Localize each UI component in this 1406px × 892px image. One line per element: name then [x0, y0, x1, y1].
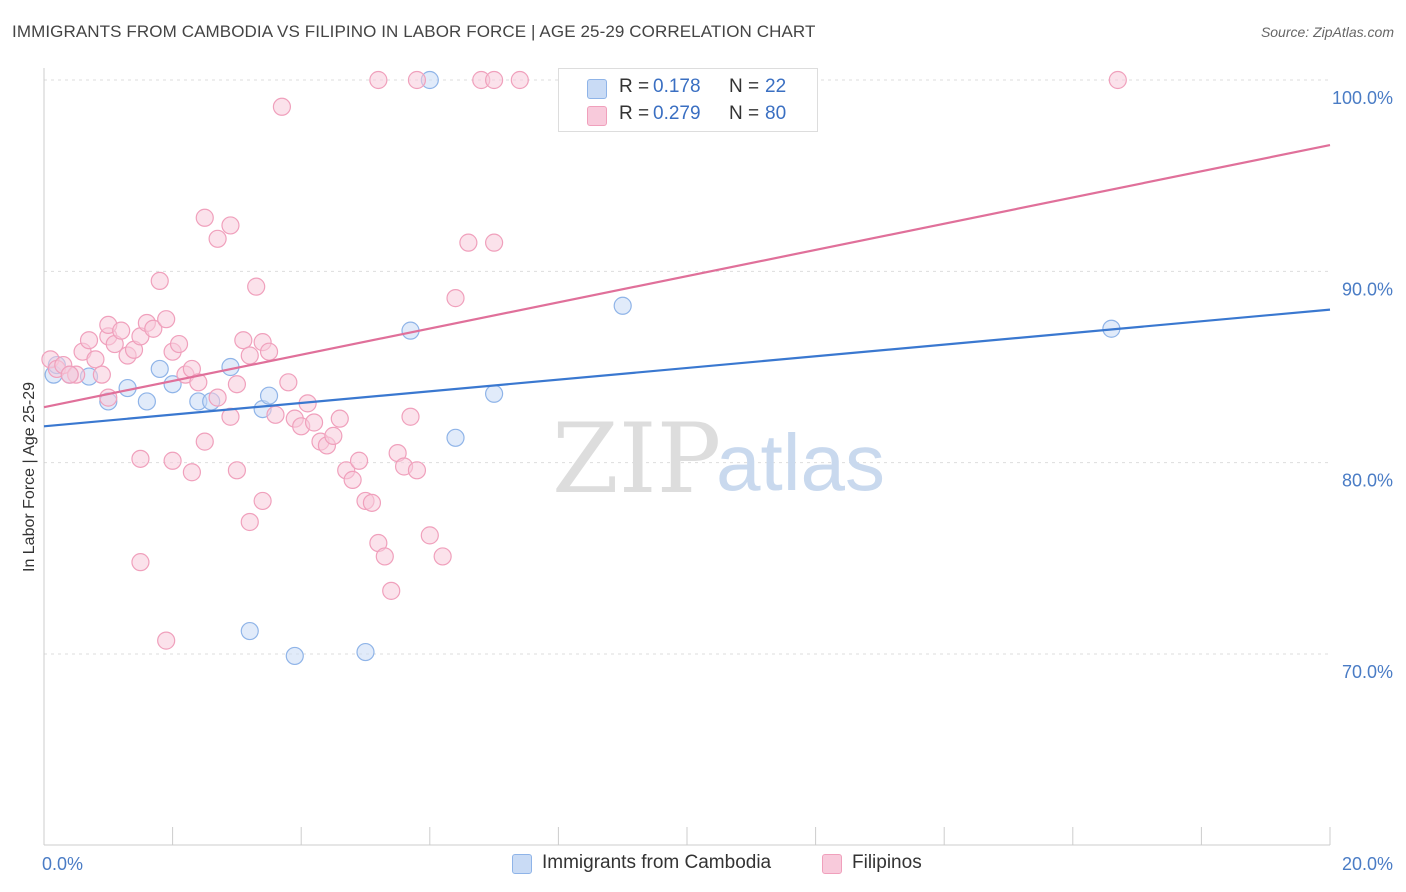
x-tick-label: 0.0% — [42, 854, 83, 874]
filipino-point — [86, 350, 105, 369]
filipino-point — [182, 463, 201, 482]
watermark: ZIP atlas — [552, 403, 885, 515]
bottom-legend-swatch-filipinos — [822, 854, 842, 874]
cambodia-point — [485, 384, 504, 403]
cambodia-trend-line — [43, 308, 1331, 428]
tick-labels: 100.0% 90.0% 80.0% 70.0% 0.0% 20.0% — [42, 88, 1393, 874]
cambodia-point — [446, 428, 465, 447]
filipino-point — [227, 461, 246, 480]
filipino-point — [420, 526, 439, 545]
cambodia-point — [285, 646, 304, 666]
filipino-point — [240, 512, 259, 532]
source-label: Source: ZipAtlas.com — [1260, 24, 1394, 40]
legend-r-label: R = — [619, 76, 650, 97]
filipino-point — [407, 70, 427, 90]
filipino-point — [208, 229, 227, 248]
filipino-point — [157, 310, 176, 329]
y-tick-label: 100.0% — [1332, 88, 1393, 108]
filipino-point — [266, 405, 285, 424]
y-tick-label: 70.0% — [1342, 662, 1393, 682]
data-points — [41, 70, 1127, 666]
filipino-point — [247, 277, 266, 296]
legend-swatch-filipinos — [587, 106, 607, 126]
filipino-point — [401, 407, 420, 426]
cambodia-point — [137, 392, 156, 411]
legend-n-label: N = — [729, 103, 760, 124]
correlation-legend: R = 0.178 N = 22 R = 0.279 N = 80 — [558, 68, 818, 132]
filipino-point — [227, 375, 246, 394]
filipino-trend-line — [43, 143, 1331, 409]
trend-lines — [43, 143, 1331, 428]
filipino-point — [304, 413, 324, 432]
chart-title: IMMIGRANTS FROM CAMBODIA VS FILIPINO IN … — [12, 22, 816, 41]
filipino-point — [150, 271, 169, 290]
filipino-point — [272, 97, 292, 116]
cambodia-point — [259, 386, 279, 405]
filipino-point — [157, 631, 176, 650]
filipino-point — [234, 331, 253, 350]
filipino-point — [208, 388, 227, 407]
cambodia-point — [240, 621, 259, 641]
bottom-legend-label-filipinos: Filipinos — [852, 852, 922, 873]
filipino-point — [169, 334, 189, 354]
filipino-point — [112, 321, 131, 340]
filipino-point — [446, 289, 465, 308]
filipino-point — [324, 426, 343, 445]
watermark-zip: ZIP — [552, 403, 721, 515]
y-tick-label: 90.0% — [1342, 279, 1393, 299]
cambodia-point — [356, 642, 375, 662]
filipino-point — [279, 373, 298, 392]
cambodia-point — [613, 296, 632, 315]
filipino-point — [144, 319, 163, 338]
filipino-point — [1108, 70, 1127, 90]
legend-r-value: 0.279 — [653, 103, 701, 124]
legend-n-label: N = — [729, 76, 760, 97]
axes — [43, 68, 1331, 846]
filipino-point — [510, 70, 529, 90]
filipino-point — [195, 432, 214, 451]
legend-swatch-cambodia — [587, 79, 607, 99]
filipino-point — [131, 449, 150, 468]
filipino-point — [195, 208, 214, 227]
filipino-point — [485, 70, 504, 90]
filipino-point — [131, 553, 150, 572]
filipino-point — [459, 233, 478, 252]
filipino-point — [163, 451, 182, 470]
filipino-point — [362, 493, 382, 512]
y-axis-label: In Labor Force | Age 25-29 — [21, 382, 38, 572]
filipino-point — [349, 451, 369, 470]
filipino-point — [407, 461, 427, 480]
legend-r-label: R = — [619, 103, 650, 124]
filipino-point — [485, 233, 504, 252]
cambodia-point — [150, 359, 169, 379]
filipino-point — [343, 470, 362, 489]
y-tick-label: 80.0% — [1342, 471, 1393, 491]
filipino-point — [60, 365, 79, 384]
filipino-point — [253, 491, 272, 511]
filipino-point — [221, 216, 240, 235]
filipino-point — [369, 70, 388, 90]
filipino-point — [99, 388, 118, 407]
filipino-point — [240, 346, 259, 365]
filipino-point — [382, 581, 401, 600]
filipino-point — [221, 407, 240, 426]
x-tick-label: 20.0% — [1342, 854, 1393, 874]
filipino-point — [259, 342, 279, 361]
watermark-atlas: atlas — [716, 418, 885, 507]
bottom-legend-label-cambodia: Immigrants from Cambodia — [542, 852, 772, 873]
legend-n-value: 22 — [765, 76, 787, 97]
bottom-legend-swatch-cambodia — [512, 854, 532, 874]
filipino-point — [189, 373, 208, 392]
filipino-point — [79, 331, 99, 350]
filipino-point — [92, 365, 111, 384]
filipino-point — [433, 547, 452, 566]
legend-r-value: 0.178 — [653, 76, 701, 97]
legend-n-value: 80 — [765, 103, 787, 124]
filipino-point — [330, 409, 349, 428]
filipino-point — [375, 547, 394, 566]
